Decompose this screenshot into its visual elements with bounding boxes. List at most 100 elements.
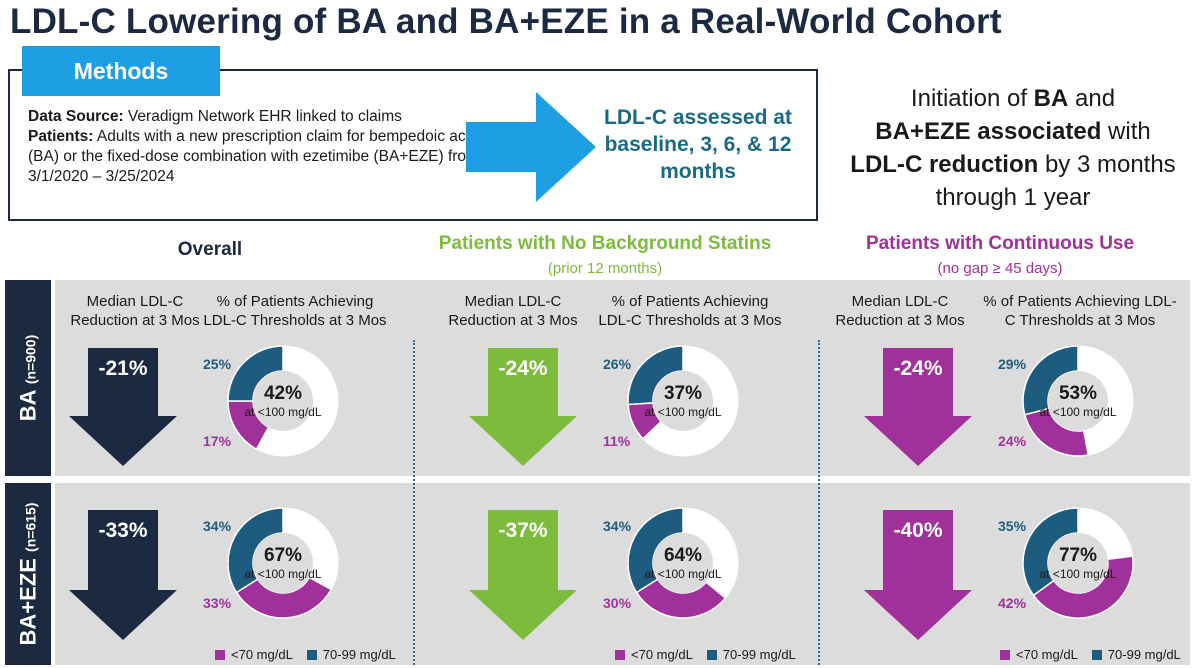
down-arrow-shape xyxy=(864,348,972,466)
legend-lt70: <70 mg/dL xyxy=(1016,647,1078,662)
legend-70-99: 70-99 mg/dL xyxy=(722,647,796,662)
donut-center-sub: at <100 mg/dL xyxy=(644,405,722,419)
legend-70-99: 70-99 mg/dL xyxy=(1107,647,1181,662)
median-reduction-label: -33% xyxy=(98,519,148,542)
pct-label-lt70: 17% xyxy=(203,433,232,449)
down-arrow-icon xyxy=(864,348,972,466)
pct-label-lt70: 33% xyxy=(203,595,232,611)
col-header-pct-1: % of Patients Achieving LDL-C Thresholds… xyxy=(598,293,782,329)
row-label-ba-eze: BA+EZE (n=615) xyxy=(5,483,51,665)
summary-b1: BA xyxy=(1033,85,1069,112)
down-arrow-icon xyxy=(469,348,577,466)
median-reduction-label: -24% xyxy=(498,357,548,380)
pct-label-70-99: 26% xyxy=(603,356,632,372)
right-arrow-icon xyxy=(466,92,596,202)
donut-chart xyxy=(1022,507,1134,619)
summary-b2: BA+EZE associated xyxy=(875,118,1102,145)
donut-center-sub: at <100 mg/dL xyxy=(644,567,722,581)
pct-label-lt70: 42% xyxy=(998,595,1027,611)
summary-b3: LDL-C reduction xyxy=(850,151,1039,178)
summary-text: Initiation of BA and BA+EZE associated w… xyxy=(848,82,1178,214)
divider-1 xyxy=(413,340,415,665)
legend-70-99: 70-99 mg/dL xyxy=(322,647,396,662)
group-subtitle-no-statins: (prior 12 months) xyxy=(547,260,663,277)
donut-hole xyxy=(1048,533,1108,593)
down-arrow-icon xyxy=(69,348,177,466)
pct-label-lt70: 30% xyxy=(603,595,632,611)
summary-p3: with xyxy=(1101,118,1151,145)
row-label-ba: BA (n=900) xyxy=(5,280,51,476)
donut-hole xyxy=(653,533,713,593)
down-arrow-icon xyxy=(469,510,577,640)
group-title-overall: Overall xyxy=(177,239,243,260)
pct-label-70-99: 25% xyxy=(203,356,232,372)
legend-lt70: <70 mg/dL xyxy=(231,647,293,662)
donut-chart xyxy=(1022,345,1134,457)
legend-2: <70 mg/dL 70-99 mg/dL xyxy=(1000,647,1181,662)
donut-chart xyxy=(227,345,339,457)
legend-lt70: <70 mg/dL xyxy=(631,647,693,662)
down-arrow-icon xyxy=(69,510,177,640)
methods-text: Data Source: Veradigm Network EHR linked… xyxy=(28,107,488,187)
down-arrow-shape xyxy=(469,348,577,466)
patients-label: Patients: xyxy=(28,128,94,145)
summary-p4: by 3 months through 1 year xyxy=(935,151,1176,211)
legend-swatch-lt70 xyxy=(1000,649,1010,660)
donut-center-pct: 64% xyxy=(663,545,703,566)
donut-hole xyxy=(253,533,313,593)
data-source-value: Veradigm Network EHR linked to claims xyxy=(123,108,402,125)
donut-center-sub: at <100 mg/dL xyxy=(244,567,322,581)
donut-center-pct: 53% xyxy=(1058,383,1098,404)
median-reduction-label: -21% xyxy=(98,357,148,380)
data-source-label: Data Source: xyxy=(28,108,124,125)
ldl-assessed-text: LDL-C assessed at baseline, 3, 6, & 12 m… xyxy=(604,106,792,183)
down-arrow-shape xyxy=(69,348,177,466)
legend-swatch-lt70 xyxy=(615,649,625,660)
pct-label-70-99: 34% xyxy=(203,518,232,534)
donut-center-sub: at <100 mg/dL xyxy=(1039,567,1117,581)
donut-center-pct: 42% xyxy=(263,383,303,404)
page-title: LDL-C Lowering of BA and BA+EZE in a Rea… xyxy=(10,2,1002,41)
donut-hole xyxy=(1048,371,1108,431)
pct-label-70-99: 29% xyxy=(998,356,1027,372)
donut-chart xyxy=(627,345,739,457)
col-header-median-0: Median LDL-C Reduction at 3 Mos xyxy=(70,293,200,329)
methods-tab: Methods xyxy=(22,46,220,96)
donut-hole xyxy=(253,371,313,431)
col-header-pct-2: % of Patients Achieving LDL-C Thresholds… xyxy=(983,293,1177,329)
pct-label-70-99: 34% xyxy=(603,518,632,534)
group-title-no-statins: Patients with No Background Statins xyxy=(438,233,772,254)
down-arrow-icon xyxy=(864,510,972,640)
col-header-median-2: Median LDL-C Reduction at 3 Mos xyxy=(835,293,965,329)
down-arrow-shape xyxy=(864,510,972,640)
legend-swatch-lt70 xyxy=(215,649,225,660)
legend-swatch-70-99 xyxy=(706,649,717,660)
legend-swatch-70-99 xyxy=(306,649,317,660)
group-subtitle-continuous: (no gap ≥ 45 days) xyxy=(937,260,1063,277)
donut-center-pct: 77% xyxy=(1058,545,1098,566)
pct-label-lt70: 11% xyxy=(603,433,631,449)
donut-center-pct: 37% xyxy=(663,383,703,404)
col-header-median-1: Median LDL-C Reduction at 3 Mos xyxy=(448,293,578,329)
donut-hole xyxy=(653,371,713,431)
median-reduction-label: -37% xyxy=(498,519,548,542)
donut-center-sub: at <100 mg/dL xyxy=(1039,405,1117,419)
col-header-pct-0: % of Patients Achieving LDL-C Thresholds… xyxy=(203,293,387,329)
median-reduction-label: -24% xyxy=(893,357,943,380)
donut-chart xyxy=(627,507,739,619)
panel-gap xyxy=(55,476,1190,483)
down-arrow-shape xyxy=(69,510,177,640)
pct-label-lt70: 24% xyxy=(998,433,1027,449)
patients-value: Adults with a new prescription claim for… xyxy=(28,128,479,185)
donut-center-pct: 67% xyxy=(263,545,303,566)
summary-p1: Initiation of xyxy=(910,85,1034,112)
median-reduction-label: -40% xyxy=(893,519,943,542)
legend-swatch-70-99 xyxy=(1091,649,1102,660)
pct-label-70-99: 35% xyxy=(998,518,1027,534)
divider-2 xyxy=(818,340,820,665)
group-title-continuous: Patients with Continuous Use xyxy=(865,233,1135,254)
legend-0: <70 mg/dL 70-99 mg/dL xyxy=(215,647,396,662)
summary-p2: and xyxy=(1068,85,1116,112)
donut-chart xyxy=(227,507,339,619)
